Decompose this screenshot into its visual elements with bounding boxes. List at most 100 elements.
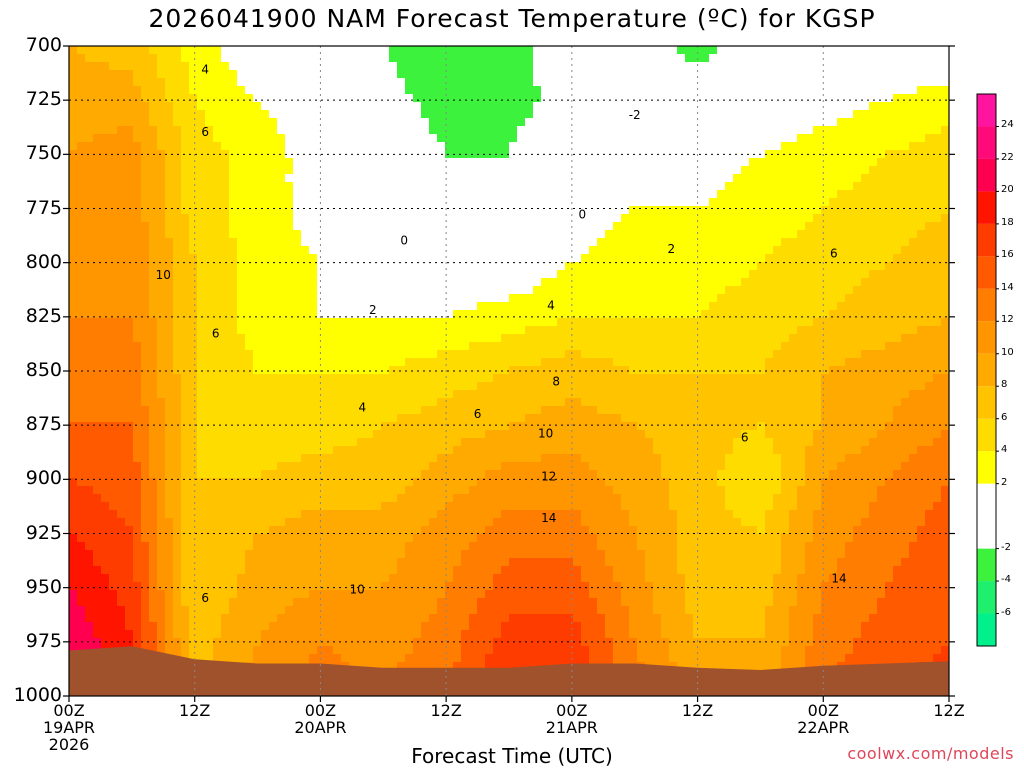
heat-cell	[293, 286, 302, 295]
heat-cell	[773, 382, 782, 391]
heat-cell	[349, 142, 358, 151]
heat-cell	[853, 62, 862, 71]
heat-cell	[581, 158, 590, 167]
heat-cell	[253, 150, 262, 159]
heat-cell	[789, 246, 798, 255]
heat-cell	[405, 238, 414, 247]
heat-cell	[69, 374, 78, 383]
heat-cell	[685, 190, 694, 199]
heat-cell	[69, 222, 78, 231]
heat-cell	[317, 342, 326, 351]
heat-cell	[117, 334, 126, 343]
heat-cell	[237, 230, 246, 239]
heat-cell	[789, 254, 798, 263]
heat-cell	[181, 190, 190, 199]
heat-cell	[213, 350, 222, 359]
heat-cell	[325, 374, 334, 383]
heat-cell	[813, 150, 822, 159]
heat-cell	[797, 318, 806, 327]
heat-cell	[541, 398, 550, 407]
heat-cell	[365, 190, 374, 199]
heat-cell	[533, 254, 542, 263]
heat-cell	[813, 262, 822, 271]
heat-cell	[149, 246, 158, 255]
heat-cell	[517, 102, 526, 111]
heat-cell	[213, 254, 222, 263]
heat-cell	[445, 366, 454, 375]
heat-cell	[757, 78, 766, 87]
heat-cell	[429, 102, 438, 111]
heat-cell	[717, 174, 726, 183]
heat-cell	[717, 110, 726, 119]
heat-cell	[725, 262, 734, 271]
heat-cell	[181, 198, 190, 207]
heat-cell	[213, 358, 222, 367]
heat-cell	[445, 86, 454, 95]
heat-cell	[245, 70, 254, 79]
heat-cell	[829, 86, 838, 95]
heat-cell	[77, 230, 86, 239]
heat-cell	[269, 278, 278, 287]
heat-cell	[509, 374, 518, 383]
heat-cell	[405, 254, 414, 263]
heat-cell	[749, 374, 758, 383]
heat-cell	[885, 398, 894, 407]
heat-cell	[493, 182, 502, 191]
heat-cell	[445, 118, 454, 127]
heat-cell	[861, 254, 870, 263]
heat-cell	[853, 150, 862, 159]
heat-cell	[629, 318, 638, 327]
heat-cell	[261, 262, 270, 271]
heat-cell	[909, 62, 918, 71]
heat-cell	[285, 62, 294, 71]
heat-cell	[533, 286, 542, 295]
heat-cell	[645, 94, 654, 103]
heat-cell	[381, 166, 390, 175]
heat-cell	[325, 294, 334, 303]
heat-cell	[701, 126, 710, 135]
heat-cell	[141, 206, 150, 215]
heat-cell	[813, 182, 822, 191]
heat-cell	[765, 190, 774, 199]
heat-cell	[149, 278, 158, 287]
heat-cell	[421, 374, 430, 383]
heat-cell	[813, 110, 822, 119]
heat-cell	[909, 262, 918, 271]
heat-cell	[829, 118, 838, 127]
heat-cell	[621, 86, 630, 95]
heat-cell	[589, 238, 598, 247]
heat-cell	[485, 310, 494, 319]
heat-cell	[549, 134, 558, 143]
heat-cell	[701, 166, 710, 175]
heat-cell	[861, 182, 870, 191]
heat-cell	[445, 230, 454, 239]
heat-cell	[437, 126, 446, 135]
heat-cell	[173, 182, 182, 191]
heat-cell	[701, 310, 710, 319]
heat-cell	[621, 262, 630, 271]
heat-cell	[349, 286, 358, 295]
heat-cell	[117, 174, 126, 183]
heat-cell	[909, 302, 918, 311]
heat-cell	[853, 134, 862, 143]
heat-cell	[917, 142, 926, 151]
heat-cell	[237, 126, 246, 135]
heat-cell	[117, 366, 126, 375]
heat-cell	[837, 270, 846, 279]
heat-cell	[181, 126, 190, 135]
heat-cell	[349, 358, 358, 367]
heat-cell	[661, 238, 670, 247]
heat-cell	[365, 78, 374, 87]
heat-cell	[645, 190, 654, 199]
heat-cell	[141, 198, 150, 207]
heat-cell	[125, 222, 134, 231]
heat-cell	[445, 206, 454, 215]
heat-cell	[405, 406, 414, 415]
heat-cell	[221, 382, 230, 391]
heat-cell	[909, 390, 918, 399]
heat-cell	[389, 318, 398, 327]
heat-cell	[333, 294, 342, 303]
heat-cell	[429, 286, 438, 295]
heat-cell	[445, 166, 454, 175]
heat-cell	[621, 166, 630, 175]
